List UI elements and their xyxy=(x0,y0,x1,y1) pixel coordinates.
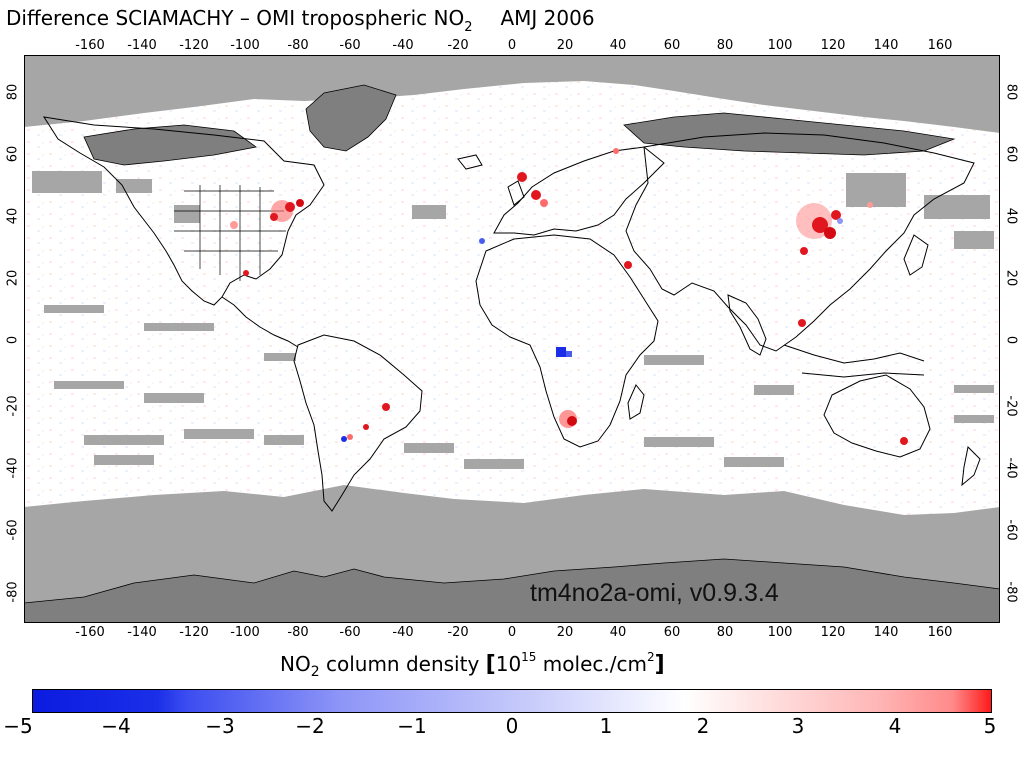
lon-tick-bottom: -160 xyxy=(75,625,105,640)
colorbar-tick: 3 xyxy=(791,714,805,738)
lon-tick-top: -60 xyxy=(339,38,361,53)
colorbar-tick: 1 xyxy=(599,714,613,738)
lon-tick-top: -160 xyxy=(75,38,105,53)
lon-tick-bottom: -100 xyxy=(230,625,260,640)
lon-tick-bottom: 60 xyxy=(663,625,681,640)
title-period: AMJ 2006 xyxy=(500,6,595,30)
lon-tick-top: 80 xyxy=(716,38,734,53)
lon-tick-bottom: 140 xyxy=(873,625,899,640)
version-stamp: tm4no2a-omi, v0.9.3.4 xyxy=(530,579,779,607)
colorbar xyxy=(32,689,992,713)
lon-tick-top: -120 xyxy=(179,38,209,53)
colorbar-title-mid: column density xyxy=(319,652,486,676)
lon-tick-top: -40 xyxy=(392,38,414,53)
colorbar-bracket-close: ] xyxy=(654,652,665,677)
lon-tick-top: 60 xyxy=(663,38,681,53)
antarctica-land xyxy=(24,558,1000,623)
lon-tick-bottom: 120 xyxy=(820,625,846,640)
lon-tick-bottom: -140 xyxy=(127,625,157,640)
lat-tick-left: 20 xyxy=(5,269,21,287)
lat-tick-right: -40 xyxy=(1003,457,1019,479)
no2-negative-spots xyxy=(341,218,843,442)
lon-tick-top: 0 xyxy=(507,38,517,53)
colorbar-tick: 2 xyxy=(696,714,710,738)
coastlines xyxy=(42,116,981,512)
lon-tick-bottom: -20 xyxy=(447,625,469,640)
lon-tick-bottom: -80 xyxy=(287,625,309,640)
colorbar-tick: 5 xyxy=(983,714,997,738)
colorbar-tick: 0 xyxy=(505,714,519,738)
lon-tick-bottom: 100 xyxy=(767,625,793,640)
lon-tick-bottom: 80 xyxy=(716,625,734,640)
lon-tick-top: 40 xyxy=(609,38,627,53)
colorbar-unit-base: 10 xyxy=(495,652,522,676)
colorbar-title-subscript: 2 xyxy=(310,664,320,680)
lat-tick-left: 0 xyxy=(5,335,21,345)
map-title: Difference SCIAMACHY – OMI tropospheric … xyxy=(6,6,595,35)
title-subscript: 2 xyxy=(464,20,473,35)
lon-tick-top: 100 xyxy=(767,38,793,53)
colorbar-tick: −4 xyxy=(101,714,131,738)
lon-tick-top: -140 xyxy=(127,38,157,53)
lat-tick-right: -80 xyxy=(1003,581,1019,603)
colorbar-title-prefix: NO xyxy=(280,652,311,676)
colorbar-bracket-open: [ xyxy=(485,652,496,677)
lat-tick-right: -20 xyxy=(1003,395,1019,417)
lon-tick-top: 20 xyxy=(556,38,574,53)
lat-tick-right: 80 xyxy=(1003,83,1019,101)
greenland-land xyxy=(305,84,397,152)
colorbar-tick: −3 xyxy=(205,714,235,738)
lon-tick-bottom: 0 xyxy=(507,625,517,640)
us-state-borders xyxy=(174,185,286,281)
lon-tick-top: -80 xyxy=(287,38,309,53)
lat-tick-left: -40 xyxy=(5,457,21,479)
no2-hotspots xyxy=(230,148,908,445)
world-map xyxy=(24,55,1000,623)
title-main: Difference SCIAMACHY – OMI tropospheric … xyxy=(6,6,465,30)
lon-tick-bottom: -40 xyxy=(392,625,414,640)
lat-tick-left: -80 xyxy=(5,581,21,603)
lat-tick-left: 80 xyxy=(5,83,21,101)
arctic-missing-region xyxy=(24,55,1000,133)
lat-tick-right: 20 xyxy=(1003,269,1019,287)
lon-tick-top: -20 xyxy=(447,38,469,53)
lon-tick-top: 160 xyxy=(927,38,953,53)
colorbar-tick: −5 xyxy=(3,714,33,738)
lon-tick-bottom: 160 xyxy=(927,625,953,640)
colorbar-tick: −2 xyxy=(295,714,325,738)
lon-tick-bottom: 20 xyxy=(556,625,574,640)
lat-tick-right: -60 xyxy=(1003,519,1019,541)
lat-tick-right: 40 xyxy=(1003,207,1019,225)
colorbar-tick: 4 xyxy=(888,714,902,738)
lat-tick-left: -60 xyxy=(5,519,21,541)
colorbar-tick: −1 xyxy=(397,714,427,738)
lat-tick-right: 60 xyxy=(1003,145,1019,163)
lat-tick-right: 0 xyxy=(1003,335,1019,345)
colorbar-unit-exponent-2: 2 xyxy=(646,650,655,665)
lon-tick-top: 120 xyxy=(820,38,846,53)
lat-tick-left: 60 xyxy=(5,145,21,163)
colorbar-unit-rest: molec./cm xyxy=(536,652,647,676)
lon-tick-bottom: 40 xyxy=(609,625,627,640)
lat-tick-left: 40 xyxy=(5,207,21,225)
colorbar-unit-exponent: 15 xyxy=(521,650,537,665)
colorbar-title: NO2 column density [1015 molec./cm2] xyxy=(280,650,665,680)
lon-tick-top: -100 xyxy=(230,38,260,53)
lon-tick-top: 140 xyxy=(873,38,899,53)
lon-tick-bottom: -60 xyxy=(339,625,361,640)
lon-tick-bottom: -120 xyxy=(179,625,209,640)
lat-tick-left: -20 xyxy=(5,395,21,417)
